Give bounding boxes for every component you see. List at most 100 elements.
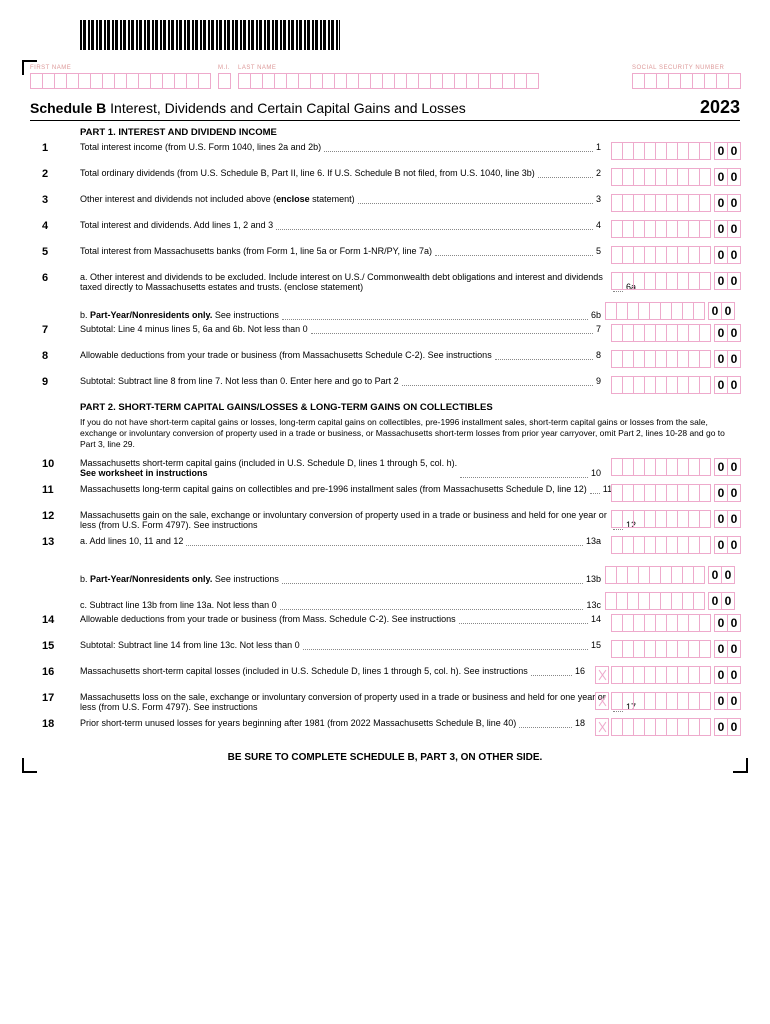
line-text: b. Part-Year/Nonresidents only. See inst…: [80, 310, 279, 320]
amount-field[interactable]: 00: [611, 272, 740, 290]
line-text: a. Add lines 10, 11 and 12: [80, 536, 183, 546]
ssn-boxes[interactable]: [632, 73, 740, 89]
line-text: Subtotal: Line 4 minus lines 5, 6a and 6…: [80, 324, 308, 334]
line-8: 8Allowable deductions from your trade or…: [30, 350, 740, 372]
line-18: 18Prior short-term unused losses for yea…: [30, 718, 740, 740]
first-name-boxes[interactable]: [30, 73, 210, 89]
amount-field[interactable]: 00: [611, 484, 740, 502]
year: 2023: [700, 97, 740, 118]
line-ref: 2: [596, 168, 605, 178]
form-title: Schedule B Interest, Dividends and Certa…: [30, 100, 466, 116]
line-number: 17: [30, 692, 80, 704]
line-number: 16: [30, 666, 80, 678]
barcode: [80, 20, 340, 50]
amount-field[interactable]: 00: [611, 350, 740, 368]
line-16: 16Massachusetts short-term capital losse…: [30, 666, 740, 688]
line-text: Other interest and dividends not include…: [80, 194, 355, 204]
line-text: Allowable deductions from your trade or …: [80, 614, 456, 624]
loss-indicator: [595, 692, 609, 710]
first-name-label: FIRST NAME: [30, 65, 210, 71]
amount-field[interactable]: 00: [611, 194, 740, 212]
amount-field[interactable]: 00: [611, 376, 740, 394]
line-4: 4Total interest and dividends. Add lines…: [30, 220, 740, 242]
line-number: 6: [30, 272, 80, 284]
line-1: 1 Total interest income (from U.S. Form 1…: [30, 142, 740, 164]
ssn-label: SOCIAL SECURITY NUMBER: [632, 65, 740, 71]
last-name-boxes[interactable]: [238, 73, 632, 89]
amount-field[interactable]: 00: [611, 168, 740, 186]
line-number: 12: [30, 510, 80, 522]
corner-mark-tl: [22, 60, 37, 75]
line-15: 15 Subtotal: Subtract line 14 from line 1…: [30, 640, 740, 662]
line-ref: 7: [596, 324, 605, 334]
line-2: 2Total ordinary dividends (from U.S. Sch…: [30, 168, 740, 190]
line-14: 14Allowable deductions from your trade o…: [30, 614, 740, 636]
amount-field[interactable]: 00: [595, 692, 740, 710]
line-text: Total interest from Massachusetts banks …: [80, 246, 432, 256]
line-text: Subtotal: Subtract line 14 from line 13c…: [80, 640, 300, 650]
part2-header: PART 2. SHORT-TERM CAPITAL GAINS/LOSSES …: [80, 402, 740, 413]
line-text: Allowable deductions from your trade or …: [80, 350, 492, 360]
line-number: 4: [30, 220, 80, 232]
line-number: 9: [30, 376, 80, 388]
amount-field[interactable]: 00: [611, 614, 740, 632]
line-text: Total interest and dividends. Add lines …: [80, 220, 273, 230]
line-text: b. Part-Year/Nonresidents only. See inst…: [80, 574, 279, 584]
corner-mark-bl: [22, 758, 37, 773]
loss-indicator: [595, 666, 609, 684]
line-13b: b. Part-Year/Nonresidents only. See inst…: [80, 562, 740, 584]
line-13c: c. Subtract line 13b from line 13a. Not …: [80, 588, 740, 610]
line-ref: 15: [591, 640, 605, 650]
amount-field[interactable]: 00: [605, 566, 734, 584]
amount-field[interactable]: 00: [605, 592, 734, 610]
line-ref: 9: [596, 376, 605, 386]
line-ref: 13b: [586, 574, 605, 584]
line-3: 3Other interest and dividends not includ…: [30, 194, 740, 216]
line-text: Massachusetts short-term capital gains (…: [80, 458, 457, 478]
line-number: 2: [30, 168, 80, 180]
part1-header: PART 1. INTEREST AND DIVIDEND INCOME: [80, 127, 740, 138]
line-text: Total ordinary dividends (from U.S. Sche…: [80, 168, 535, 178]
line-text: Prior short-term unused losses for years…: [80, 718, 516, 728]
line-ref: 6b: [591, 310, 605, 320]
line-ref: 13c: [586, 600, 605, 610]
line-ref: 14: [591, 614, 605, 624]
line-6b: b. Part-Year/Nonresidents only. See inst…: [80, 298, 740, 320]
line-text: Total interest income (from U.S. Form 10…: [80, 142, 321, 152]
line-ref: 13a: [586, 536, 605, 546]
line-ref: 5: [596, 246, 605, 256]
mi-box[interactable]: [218, 73, 230, 89]
line-text: c. Subtract line 13b from line 13a. Not …: [80, 600, 277, 610]
amount-field[interactable]: 00: [611, 220, 740, 238]
amount-field[interactable]: 00: [605, 302, 734, 320]
line-number: 18: [30, 718, 80, 730]
footer-note: BE SURE TO COMPLETE SCHEDULE B, PART 3, …: [30, 752, 740, 763]
last-name-label: LAST NAME: [238, 65, 632, 71]
line-10: 10Massachusetts short-term capital gains…: [30, 458, 740, 480]
line-number: 14: [30, 614, 80, 626]
line-5: 5 Total interest from Massachusetts banks…: [30, 246, 740, 268]
line-ref: 1: [596, 142, 605, 152]
amount-field[interactable]: 00: [595, 718, 740, 736]
amount-field[interactable]: 00: [611, 640, 740, 658]
amount-field[interactable]: 00: [611, 142, 740, 160]
part2-intro: If you do not have short-term capital ga…: [80, 417, 740, 450]
line-number: 11: [30, 484, 80, 496]
amount-field[interactable]: 00: [611, 510, 740, 528]
amount-field[interactable]: 00: [611, 246, 740, 264]
line-ref: 4: [596, 220, 605, 230]
amount-field[interactable]: 00: [611, 324, 740, 342]
page: FIRST NAME M.I. LAST NAME SOCIAL SECURIT…: [30, 20, 740, 763]
line-text: Massachusetts gain on the sale, exchange…: [80, 510, 610, 530]
line-6: 6a. Other interest and dividends to be e…: [30, 272, 740, 294]
amount-field[interactable]: 00: [595, 666, 740, 684]
amount-field[interactable]: 00: [611, 536, 740, 554]
line-number: 7: [30, 324, 80, 336]
mi-label: M.I.: [218, 65, 230, 71]
line-ref: 16: [575, 666, 589, 676]
line-text: Massachusetts loss on the sale, exchange…: [80, 692, 610, 712]
amount-field[interactable]: 00: [611, 458, 740, 476]
line-12: 12Massachusetts gain on the sale, exchan…: [30, 510, 740, 532]
corner-mark-br: [733, 758, 748, 773]
header-fields: FIRST NAME M.I. LAST NAME SOCIAL SECURIT…: [30, 65, 740, 89]
